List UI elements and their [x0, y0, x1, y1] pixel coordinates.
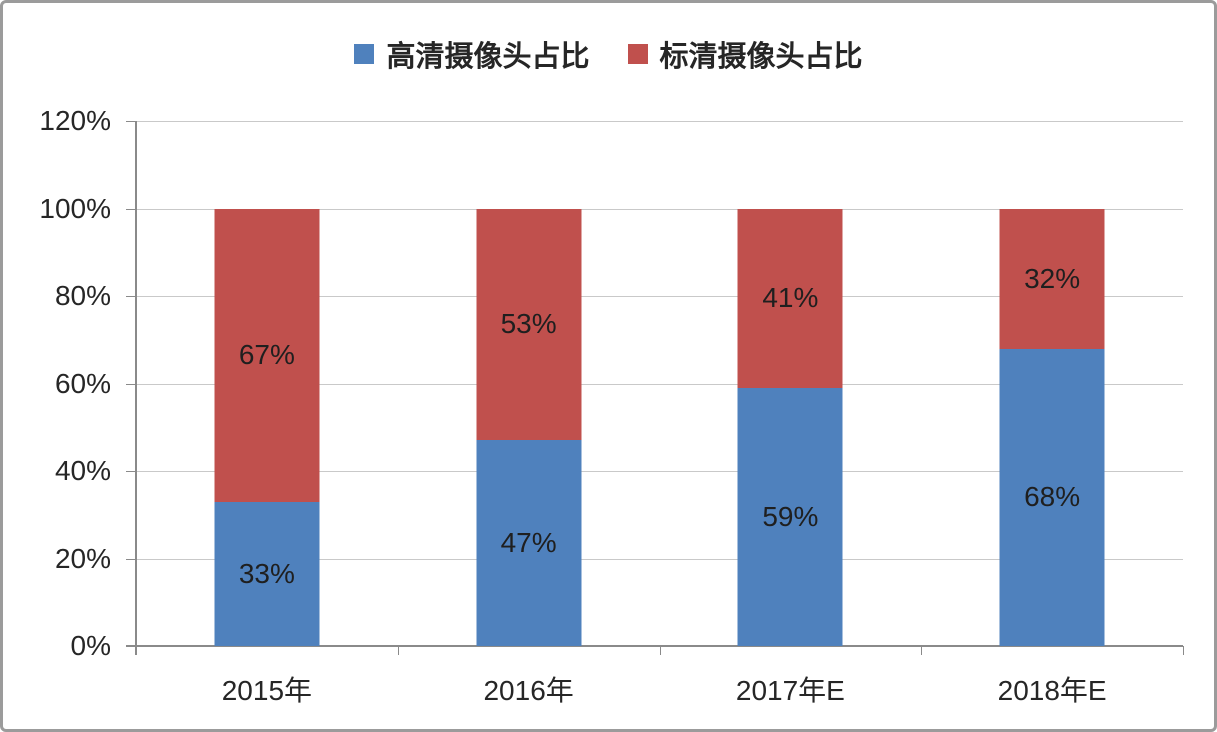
- x-axis-labels: 2015年 2016年 2017年E 2018年E: [136, 669, 1183, 709]
- y-axis-tick-0: [126, 646, 136, 647]
- gridline-100: [136, 208, 1183, 210]
- bar-segment-series1-4: 68%: [999, 348, 1105, 646]
- y-tick-label-40: 40%: [54, 455, 111, 486]
- bar-value-label: 41%: [762, 282, 819, 314]
- bar-segment-series2-4: 32%: [999, 208, 1105, 349]
- y-axis-tick-20: [126, 558, 136, 560]
- bar-segment-series2-3: 41%: [737, 208, 843, 388]
- bar-column-1: 33% 67%: [214, 208, 320, 646]
- bar-segment-series2-2: 53%: [476, 208, 582, 441]
- bar-column-4: 68% 32%: [999, 208, 1105, 646]
- y-axis-tick-100: [126, 208, 136, 210]
- x-tick-label-1: 2015年: [221, 675, 313, 706]
- x-axis-tick-2: [659, 646, 661, 655]
- x-tick-label-3: 2017年E: [735, 675, 845, 706]
- y-tick-label-100: 100%: [39, 192, 111, 224]
- y-tick-label-60: 60%: [54, 367, 111, 399]
- x-axis-tick-4: [1183, 646, 1184, 655]
- y-axis-labels: 0% 20% 40% 60% 80% 100% 120%: [3, 105, 111, 661]
- y-tick-label-80: 80%: [54, 280, 111, 311]
- legend-label-sd: 标清摄像头占比: [659, 41, 863, 73]
- y-axis-tick-40: [126, 471, 136, 472]
- x-axis-line: [126, 645, 1183, 647]
- bar-value-label: 68%: [1024, 481, 1081, 513]
- bar-segment-series1-1: 33%: [214, 501, 320, 646]
- bar-value-label: 53%: [500, 308, 557, 340]
- bar-segment-series2-1: 67%: [214, 208, 320, 502]
- legend-swatch-sd-icon: [627, 44, 648, 64]
- bar-value-label: 59%: [762, 500, 819, 532]
- gridline-40: [136, 471, 1183, 472]
- gridline-60: [136, 383, 1183, 385]
- x-tick-label-4: 2018年E: [997, 675, 1107, 706]
- y-tick-label-20: 20%: [54, 542, 111, 574]
- y-axis-tick-120: [126, 121, 136, 122]
- gridline-120: [136, 121, 1183, 122]
- bar-column-2: 47% 53%: [476, 208, 582, 646]
- x-tick-label-2: 2016年: [483, 675, 574, 706]
- bar-value-label: 33%: [238, 557, 295, 589]
- x-axis-tick-1: [397, 646, 399, 655]
- plot-area: 33% 67% 47% 53% 59% 41% 68% 32%: [126, 121, 1184, 655]
- y-axis-tick-80: [126, 296, 136, 297]
- gridline-20: [136, 558, 1183, 560]
- legend-item-sd: 标清摄像头占比: [627, 33, 863, 75]
- legend-label-hd: 高清摄像头占比: [386, 41, 590, 73]
- y-tick-label-0: 0%: [70, 630, 111, 661]
- gridline-80: [136, 296, 1183, 297]
- y-tick-label-120: 120%: [39, 105, 111, 136]
- bar-value-label: 47%: [500, 527, 557, 559]
- bar-segment-series1-2: 47%: [476, 440, 582, 646]
- x-axis-tick-0: [136, 646, 137, 655]
- legend: 高清摄像头占比 标清摄像头占比: [3, 33, 1214, 75]
- bar-value-label: 67%: [238, 339, 295, 371]
- bar-column-3: 59% 41%: [737, 208, 843, 646]
- legend-item-hd: 高清摄像头占比: [354, 33, 590, 75]
- y-axis-line: [135, 121, 137, 655]
- y-axis-tick-60: [126, 383, 136, 385]
- legend-swatch-hd-icon: [354, 44, 375, 64]
- x-axis-tick-3: [921, 646, 923, 655]
- bar-segment-series1-3: 59%: [737, 387, 843, 646]
- bar-value-label: 32%: [1024, 262, 1081, 294]
